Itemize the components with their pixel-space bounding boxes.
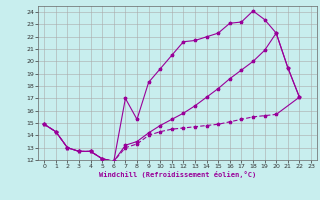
X-axis label: Windchill (Refroidissement éolien,°C): Windchill (Refroidissement éolien,°C) (99, 171, 256, 178)
